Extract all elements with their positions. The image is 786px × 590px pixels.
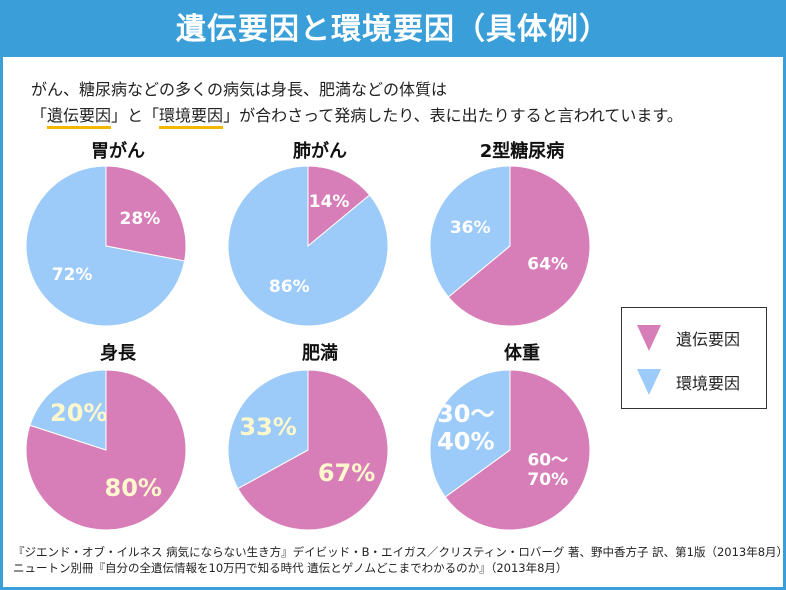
pie-chart-lung-cancer: 14% 86%: [227, 165, 389, 327]
pie-title-height: 身長: [100, 343, 136, 364]
pie-slice-stomach-cancer-genetic: [105, 165, 187, 262]
intro-bracket-open: 「: [31, 106, 48, 125]
pie-label-obesity-environmental: 33%: [239, 413, 296, 441]
pie-title-type2-diabetes: 2型糖尿病: [479, 141, 565, 162]
legend-swatch-environmental: [637, 369, 661, 395]
pie-label-stomach-cancer-environmental: 72%: [52, 265, 93, 285]
legend-swatch-genetic: [637, 325, 661, 351]
intro-line-2-rest: 」が合わさって発病したり、表に出たりすると言われています。: [223, 106, 683, 125]
pie-slice-weight-environmental: [429, 369, 511, 498]
pie-title-weight: 体重: [504, 343, 540, 364]
pie-label-type2-diabetes-genetic: 64%: [527, 255, 568, 275]
pie-title-obesity: 肥満: [302, 343, 338, 364]
pie-label-type2-diabetes-environmental: 36%: [450, 218, 491, 238]
pie-label-height-genetic: 80%: [105, 474, 162, 502]
legend: 遺伝要因 環境要因: [621, 307, 767, 409]
pie-chart-weight: 60～ 70% 30～ 40%: [429, 369, 591, 531]
legend-label-environmental: 環境要因: [676, 374, 741, 393]
highlight-environmental: 環境要因: [159, 106, 224, 129]
pie-slice-height-environmental: [29, 369, 107, 451]
pie-slice-obesity-genetic: [237, 369, 389, 531]
pie-chart-type2-diabetes: 64% 36%: [429, 165, 591, 327]
source-citation: 『ジエンド・オブ・イルネス 病気にならない生き方』デイビッド・B・エイガス／クリ…: [13, 544, 786, 576]
source-line-2: ニュートン別冊『自分の全遺伝情報を10万円で知る時代 遺伝とゲノムどこまでわかる…: [13, 561, 568, 575]
intro-line-1: がん、糖尿病などの多くの病気は身長、肥満などの体質は: [31, 80, 448, 99]
pie-slice-obesity-environmental: [227, 369, 309, 490]
legend-label-genetic: 遺伝要因: [676, 330, 741, 349]
pie-slice-weight-genetic: [444, 369, 591, 531]
pie-label-weight-genetic: 60～ 70%: [527, 450, 568, 490]
pie-label-weight-environmental: 30～ 40%: [437, 400, 494, 456]
pie-label-obesity-genetic: 67%: [318, 459, 375, 487]
pie-slice-lung-cancer-genetic: [307, 165, 371, 248]
pie-slice-type2-diabetes-genetic: [447, 165, 591, 327]
pie-chart-obesity: 67% 33%: [227, 369, 389, 531]
intro-connector: 」と「: [111, 106, 160, 125]
pie-label-lung-cancer-environmental: 86%: [269, 277, 310, 297]
pie-chart-height: 80% 20%: [25, 369, 187, 531]
pie-title-lung-cancer: 肺がん: [293, 141, 347, 162]
pie-label-stomach-cancer-genetic: 28%: [120, 209, 161, 229]
source-line-1: 『ジエンド・オブ・イルネス 病気にならない生き方』デイビッド・B・エイガス／クリ…: [13, 545, 786, 559]
pie-title-stomach-cancer: 胃がん: [91, 141, 145, 162]
pie-slice-stomach-cancer-environmental: [25, 165, 186, 327]
pie-slice-type2-diabetes-environmental: [429, 165, 511, 298]
page-title: 遺伝要因と環境要因（具体例）: [3, 3, 783, 57]
highlight-genetic: 遺伝要因: [47, 106, 112, 129]
pie-label-height-environmental: 20%: [50, 399, 107, 427]
intro-text: がん、糖尿病などの多くの病気は身長、肥満などの体質は 「遺伝要因」と「環境要因」…: [31, 77, 771, 129]
pie-slice-lung-cancer-environmental: [227, 165, 389, 327]
pie-label-lung-cancer-genetic: 14%: [309, 192, 350, 212]
intro-line-2: 「遺伝要因」と「環境要因」が合わさって発病したり、表に出たりすると言われています…: [31, 103, 771, 129]
pie-chart-stomach-cancer: 28% 72%: [25, 165, 187, 327]
